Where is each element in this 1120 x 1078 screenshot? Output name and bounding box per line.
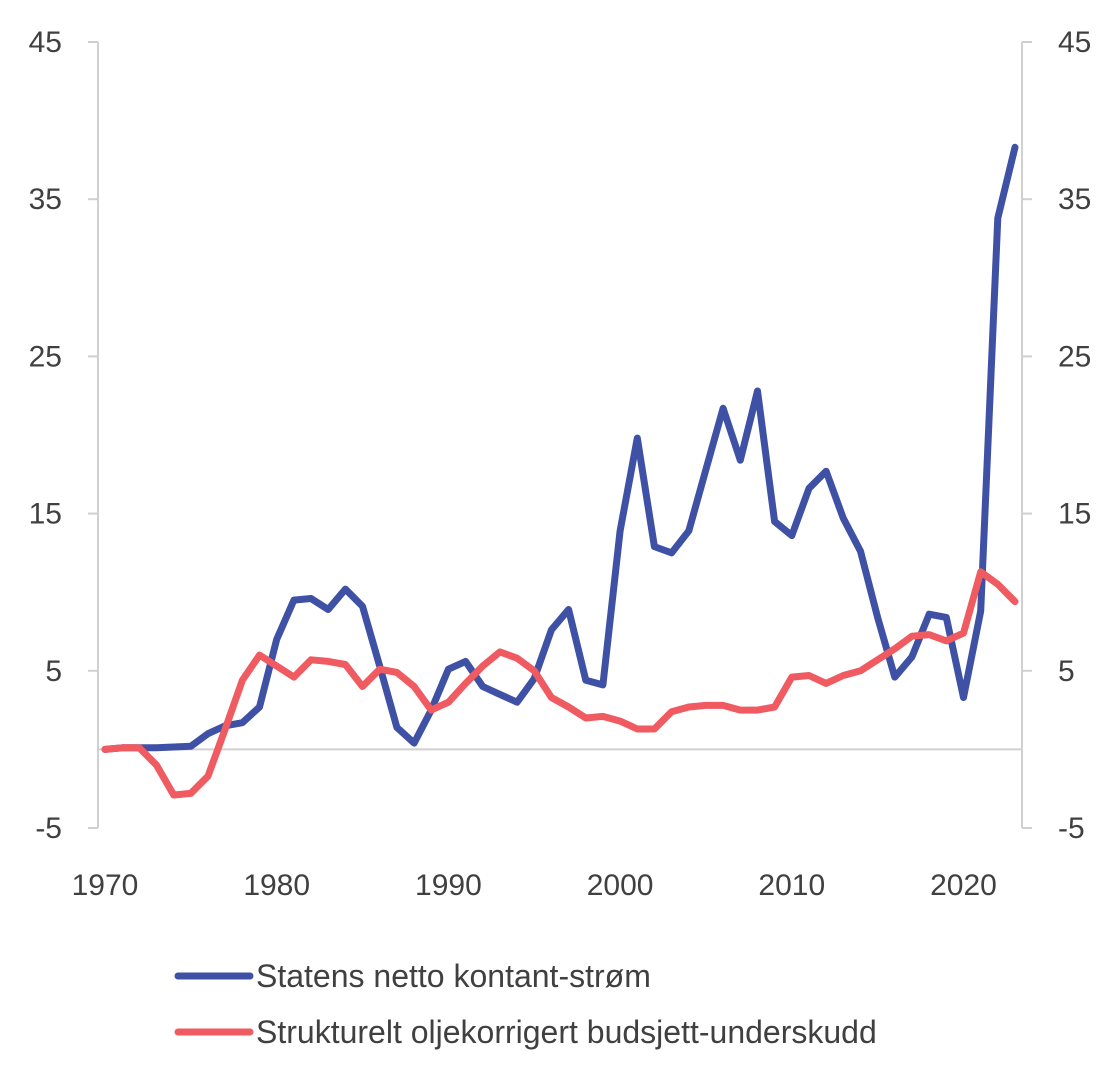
x-tick-label: 1970 bbox=[72, 869, 139, 902]
series-line-kontantstrom bbox=[101, 143, 1019, 753]
right-tick-label: 5 bbox=[1058, 655, 1075, 688]
right-tick-label: 35 bbox=[1058, 183, 1091, 216]
x-tick-label: 1980 bbox=[243, 869, 310, 902]
left-tick-label: 5 bbox=[45, 655, 62, 688]
x-axis-ticks: 1970 1980 1990 2000 2010 2020 bbox=[72, 869, 997, 902]
left-tick-label: 35 bbox=[29, 183, 62, 216]
left-tick-label: -5 bbox=[35, 812, 62, 845]
right-tick-label: 15 bbox=[1058, 498, 1091, 531]
x-tick-label: 2000 bbox=[587, 869, 654, 902]
series-line-budsjettunderskudd bbox=[101, 568, 1019, 799]
left-y-axis-ticks: -5 5 15 25 35 45 bbox=[29, 26, 98, 845]
legend-label: Statens netto kontant-strøm bbox=[256, 958, 651, 994]
series-layer bbox=[101, 143, 1019, 799]
right-y-axis-ticks: -5 5 15 25 35 45 bbox=[1022, 26, 1091, 845]
right-tick-label: 25 bbox=[1058, 340, 1091, 373]
x-tick-label: 1990 bbox=[415, 869, 482, 902]
right-tick-label: -5 bbox=[1058, 812, 1085, 845]
axes bbox=[97, 42, 1023, 828]
x-tick-label: 2020 bbox=[930, 869, 997, 902]
left-tick-label: 25 bbox=[29, 340, 62, 373]
x-tick-label: 2010 bbox=[758, 869, 825, 902]
left-tick-label: 15 bbox=[29, 498, 62, 531]
right-tick-label: 45 bbox=[1058, 26, 1091, 59]
legend: Statens netto kontant-strøm Strukturelt o… bbox=[174, 958, 877, 1050]
left-tick-label: 45 bbox=[29, 26, 62, 59]
legend-label: Strukturelt oljekorrigert budsjett-under… bbox=[256, 1014, 877, 1050]
